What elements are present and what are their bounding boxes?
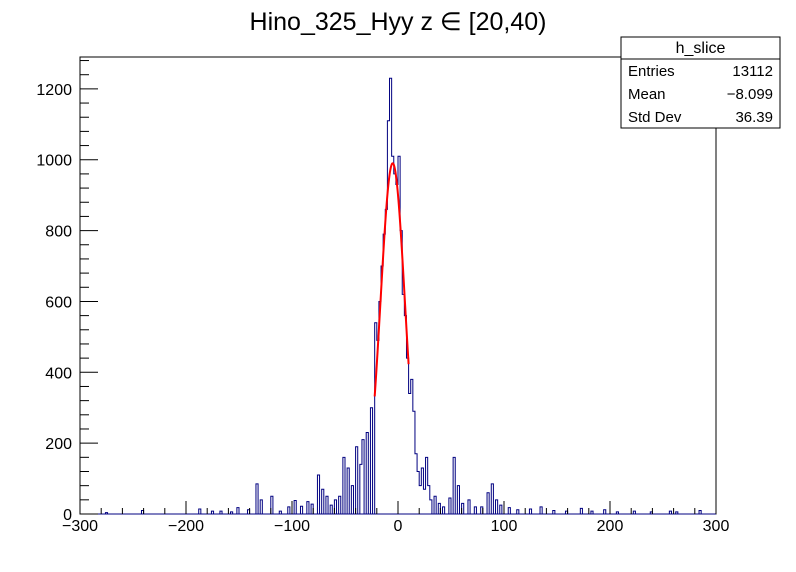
y-tick-label: 400 xyxy=(45,365,72,382)
histogram-outline xyxy=(80,77,716,515)
x-tick-label: 100 xyxy=(491,518,518,535)
chart-title: Hino_325_Hyy z ∈ [20,40) xyxy=(250,8,547,36)
y-tick-label: 200 xyxy=(45,436,72,453)
stats-row-label: Entries xyxy=(628,63,675,80)
x-tick-label: −200 xyxy=(168,518,204,535)
stats-row-value: 13112 xyxy=(732,63,773,80)
stats-row-value: 36.39 xyxy=(735,109,773,126)
stats-box-frame xyxy=(620,36,781,129)
stats-box-title: h_slice xyxy=(676,40,726,57)
stats-row-label: Mean xyxy=(628,86,666,103)
gaussian-fit-curve xyxy=(373,162,410,397)
x-tick-label: −300 xyxy=(62,518,98,535)
x-tick-label: 300 xyxy=(703,518,730,535)
y-tick-label: 1200 xyxy=(36,82,72,99)
x-tick-label: 200 xyxy=(597,518,624,535)
y-tick-label: 600 xyxy=(45,294,72,311)
stats-row-label: Std Dev xyxy=(628,109,682,126)
y-tick-label: 1000 xyxy=(36,153,72,170)
stats-row-value: −8.099 xyxy=(727,86,773,103)
x-tick-label: −100 xyxy=(274,518,310,535)
y-tick-label: 0 xyxy=(63,507,72,524)
x-tick-label: 0 xyxy=(394,518,403,535)
y-tick-label: 800 xyxy=(45,224,72,241)
